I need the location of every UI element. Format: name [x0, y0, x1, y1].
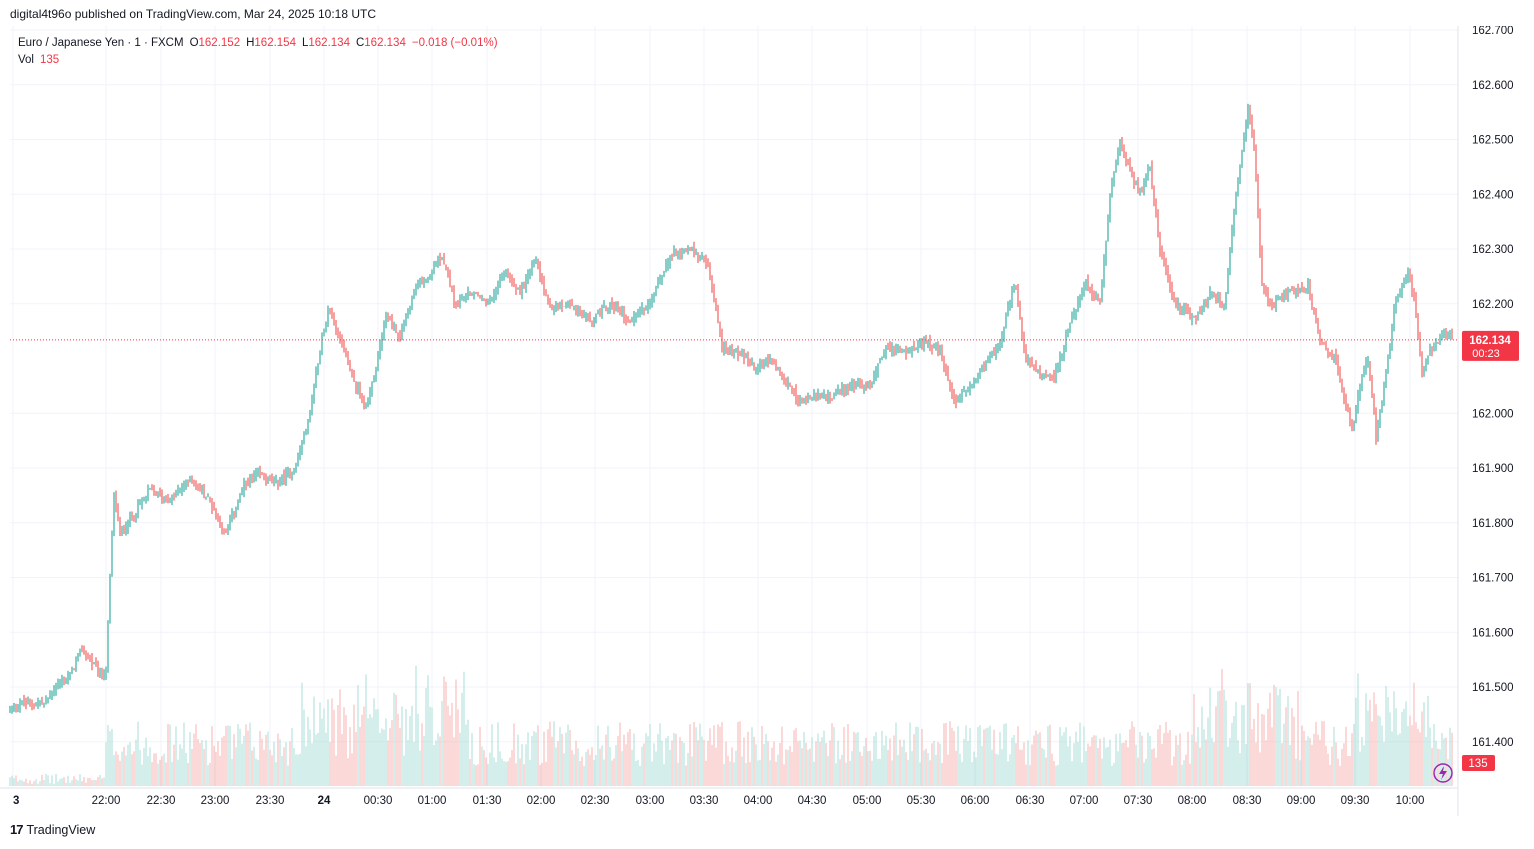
y-tick-label: 162.600 — [1472, 80, 1514, 92]
x-tick-label: 09:00 — [1287, 795, 1316, 807]
x-tick-label: 06:30 — [1016, 795, 1045, 807]
x-tick-label: 04:30 — [798, 795, 827, 807]
tradingview-logo[interactable]: 17 TradingView — [10, 822, 95, 837]
x-tick-label: 22:30 — [147, 795, 176, 807]
x-tick-label: 02:00 — [527, 795, 556, 807]
volume-badge-label: 135 — [1468, 758, 1487, 770]
low-label: L — [301, 37, 309, 49]
open-value: 162.152 — [198, 37, 241, 49]
x-tick-label: 3 — [13, 795, 19, 807]
tradingview-logo-icon: 17 — [10, 822, 24, 837]
x-tick-label: 22:00 — [92, 795, 121, 807]
x-tick-label: 05:30 — [907, 795, 936, 807]
y-tick-label: 161.800 — [1472, 518, 1514, 530]
x-tick-label: 06:00 — [961, 795, 990, 807]
lightning-icon — [1433, 763, 1453, 783]
high-value: 162.154 — [254, 37, 296, 49]
volume-badge — [1462, 755, 1495, 771]
volume-label[interactable]: Vol — [18, 54, 34, 66]
x-tick-label: 07:30 — [1124, 795, 1153, 807]
y-tick-label: 161.500 — [1472, 682, 1514, 694]
lightning-icon-glyph — [1439, 766, 1447, 780]
change-value: −0.018 (−0.01%) — [411, 37, 498, 49]
volume-value: 135 — [40, 54, 60, 66]
y-tick-label: 161.400 — [1472, 737, 1514, 749]
open-label: O — [189, 37, 199, 49]
price-chart[interactable]: 162.700 162.600 162.500 162.400 162.300 162.2… — [0, 26, 1534, 816]
x-tick-label: 02:30 — [581, 795, 610, 807]
close-label: C — [355, 37, 365, 49]
x-tick-label: 23:00 — [201, 795, 230, 807]
y-tick-label: 162.500 — [1472, 135, 1514, 147]
price-axis: 162.700 162.600 162.500 162.400 162.300 162.2… — [1472, 26, 1514, 749]
x-tick-label: 04:00 — [744, 795, 773, 807]
symbol-title[interactable]: Euro / Japanese Yen · 1 · FXCM — [18, 37, 184, 49]
x-tick-label: 08:30 — [1233, 795, 1262, 807]
bar-countdown-label: 00:23 — [1472, 348, 1500, 360]
x-tick-label: 00:30 — [364, 795, 393, 807]
y-tick-label: 162.300 — [1472, 244, 1514, 256]
current-price-badge — [1462, 330, 1519, 361]
y-tick-label: 162.700 — [1472, 26, 1514, 37]
y-tick-label: 161.600 — [1472, 627, 1514, 639]
published-caption: digital4t96o published on TradingView.co… — [10, 7, 377, 21]
y-tick-label: 161.700 — [1472, 573, 1514, 585]
x-tick-label: 24 — [318, 795, 331, 807]
high-label: H — [246, 37, 255, 49]
x-tick-label: 09:30 — [1341, 795, 1370, 807]
x-tick-label: 23:30 — [256, 795, 285, 807]
y-tick-label: 161.900 — [1472, 463, 1514, 475]
chart-legend: Euro / Japanese Yen · 1 · FXCM O 162.152 … — [18, 35, 498, 69]
volume-bars — [9, 665, 1453, 786]
close-value: 162.134 — [364, 37, 406, 49]
x-tick-label: 07:00 — [1070, 795, 1099, 807]
tradingview-logo-text: TradingView — [26, 822, 96, 837]
x-tick-label: 03:00 — [636, 795, 665, 807]
x-tick-label: 01:30 — [473, 795, 502, 807]
current-price-label: 162.134 — [1469, 335, 1511, 347]
chart-grid — [0, 26, 1459, 816]
x-tick-label: 01:00 — [418, 795, 447, 807]
low-value: 162.134 — [308, 37, 350, 49]
x-tick-label: 08:00 — [1178, 795, 1207, 807]
x-tick-label: 10:00 — [1396, 795, 1425, 807]
y-tick-label: 162.400 — [1472, 189, 1514, 201]
x-tick-label: 05:00 — [853, 795, 882, 807]
candlestick-series — [9, 103, 1453, 714]
time-axis: 3 22:00 22:30 23:00 23:30 24 00:30 01:00 01:30 02… — [13, 795, 1424, 807]
x-tick-label: 03:30 — [690, 795, 719, 807]
y-tick-label: 162.200 — [1472, 299, 1514, 311]
y-tick-label: 162.000 — [1472, 408, 1514, 420]
